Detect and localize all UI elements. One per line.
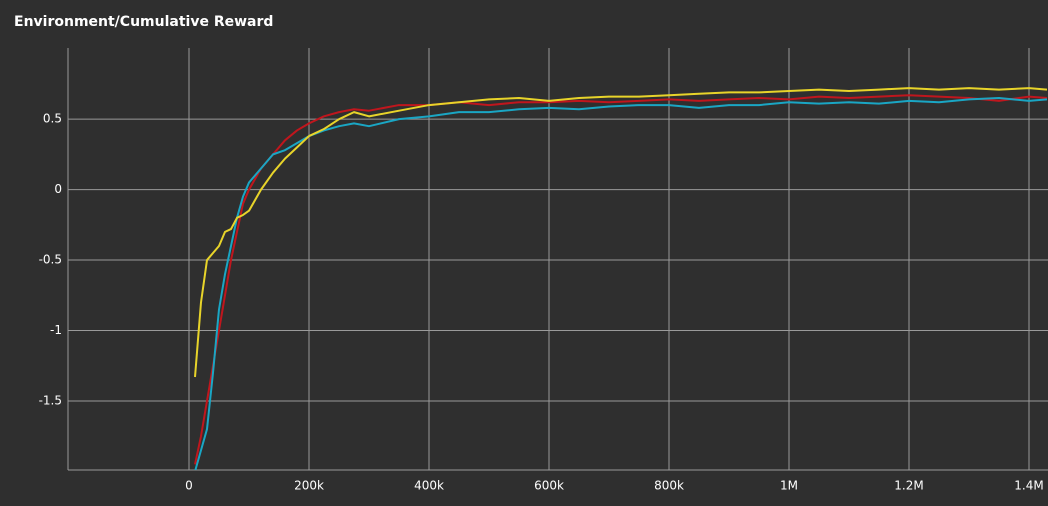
y-tick-label: -1.5 (39, 393, 62, 407)
x-tick-label: 1M (780, 479, 798, 493)
y-tick-label: -0.5 (39, 253, 62, 267)
series-line (194, 97, 1048, 470)
y-tick-label: 0 (54, 182, 62, 196)
x-tick-label: 400k (414, 479, 444, 493)
plot-area (194, 87, 1048, 470)
grid (68, 48, 1048, 470)
x-tick-label: 800k (654, 479, 684, 493)
series-line (194, 87, 1048, 378)
x-tick-label: 1.4M (1014, 479, 1043, 493)
chart-title: Environment/Cumulative Reward (14, 14, 273, 30)
y-tick-label: 0.5 (43, 112, 62, 126)
x-tick-label: 1.2M (894, 479, 923, 493)
x-tick-label: 200k (294, 479, 324, 493)
x-tick-label: 600k (534, 479, 564, 493)
y-tick-label: -1 (50, 323, 62, 337)
x-tick-label: 0 (185, 479, 193, 493)
tick-labels: -1.5 -1 -0.5 0 0.5 0 200k 400k 600k 800k 1M 1.2M 1.4… (39, 112, 1044, 493)
